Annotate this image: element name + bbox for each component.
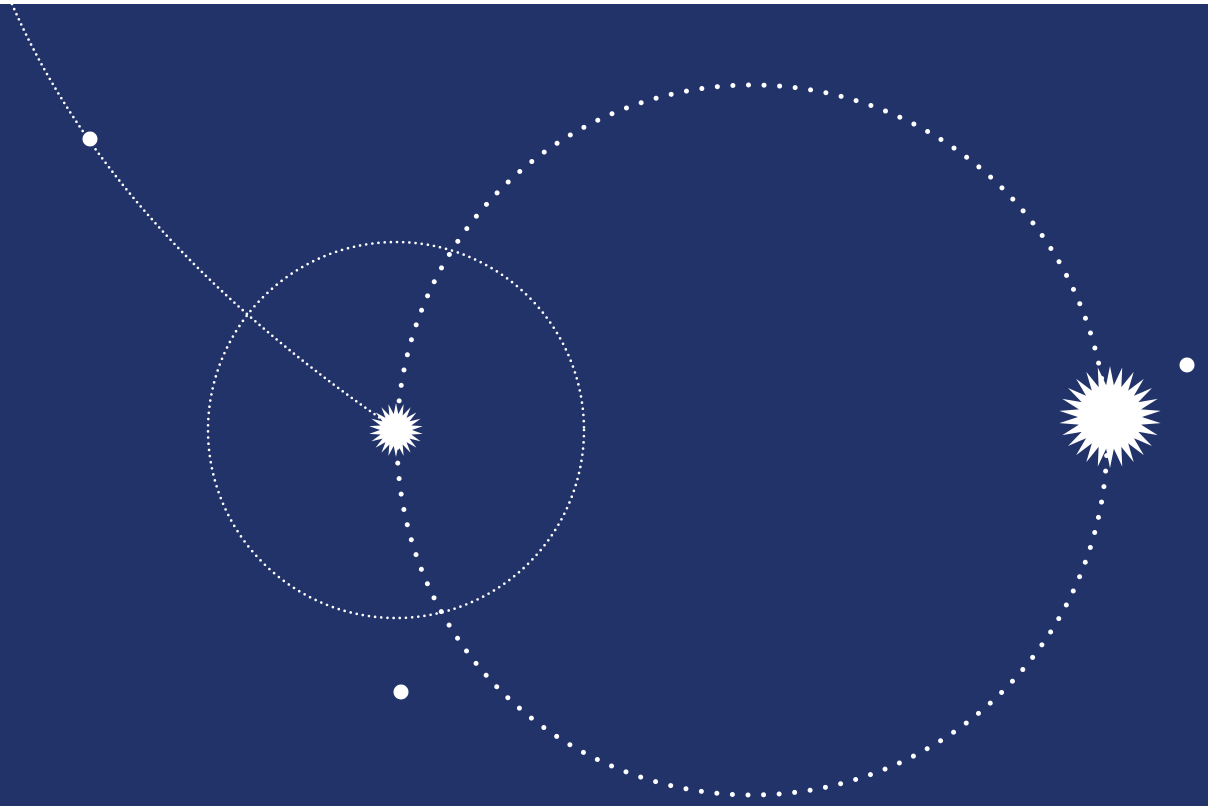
large-star <box>1059 366 1161 468</box>
planet <box>1179 357 1195 373</box>
small-star <box>369 403 423 457</box>
background <box>0 4 1208 806</box>
planet <box>393 684 409 700</box>
planet <box>82 131 98 147</box>
inner-orbit <box>206 240 586 620</box>
